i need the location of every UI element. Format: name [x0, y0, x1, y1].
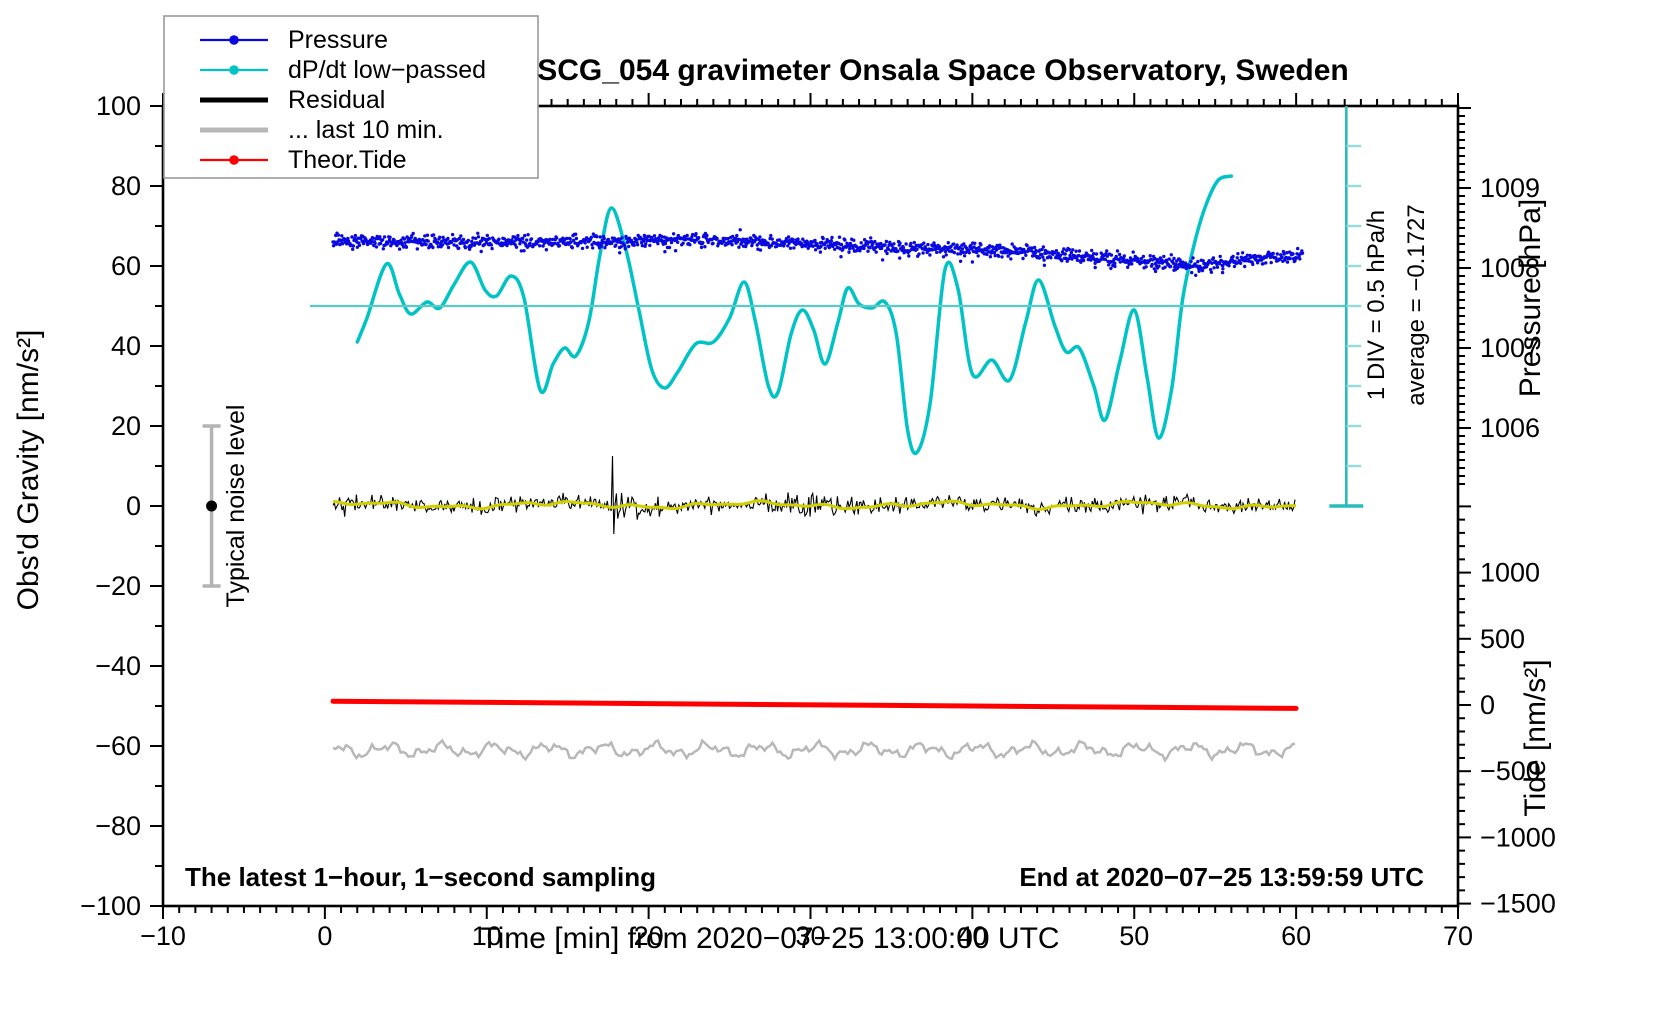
pressure-tick-label: 1007 — [1480, 333, 1540, 363]
x-tick-label: −10 — [140, 921, 186, 951]
x-tick-label: 0 — [317, 921, 332, 951]
noise-level-label: Typical noise level — [222, 405, 250, 608]
pressure-tick-label: 1008 — [1480, 253, 1540, 283]
legend-frame — [163, 15, 539, 179]
pressure-tick-label: 1009 — [1480, 173, 1540, 203]
tide-tick-label: 0 — [1480, 690, 1495, 720]
gravity-tick-label: −100 — [80, 891, 141, 921]
legend-item: Residual — [200, 86, 385, 114]
tide-tick-label: −1500 — [1480, 889, 1556, 919]
series-pressure — [331, 228, 1305, 277]
tide-tick-label: 500 — [1480, 624, 1525, 654]
gravity-axis-label: Obs'd Gravity [nm/s²] — [12, 330, 45, 611]
legend-dot-marker — [229, 155, 239, 165]
gravity-tick-label: −40 — [95, 651, 141, 681]
tide-tick-label: −1000 — [1480, 822, 1556, 852]
series-residual-lowpass — [332, 499, 1297, 511]
pressure-axis-label: Pressure [hPa] — [1514, 199, 1547, 397]
x-tick-label: 50 — [1119, 921, 1149, 951]
plot-frame: −10 0 10 20 30 40 50 60 70−100−80−60−40−20020406… — [80, 91, 1556, 951]
gravity-tick-label: −20 — [95, 571, 141, 601]
x-tick-label: 20 — [634, 921, 664, 951]
x-tick-label: 60 — [1281, 921, 1311, 951]
end-time-note: End at 2020−07−25 13:59:59 UTC — [1019, 862, 1424, 892]
chart-title: SCG_054 gravimeter Onsala Space Observat… — [537, 54, 1349, 87]
legend-item: ... last 10 min. — [200, 116, 444, 144]
series-residual — [332, 455, 1296, 535]
plot-curves — [330, 174, 1305, 763]
gravity-tick-label: −60 — [95, 731, 141, 761]
series-dpdt-lowpassed — [355, 174, 1234, 456]
gravity-tick-label: 20 — [111, 411, 141, 441]
gravity-tick-label: 80 — [111, 171, 141, 201]
legend-item: Pressure — [200, 26, 388, 54]
legend-item-label: Theor.Tide — [288, 146, 407, 174]
gravity-tick-label: −80 — [95, 811, 141, 841]
legend-dot-marker — [229, 65, 239, 75]
sampling-note: The latest 1−hour, 1−second sampling — [185, 862, 656, 892]
series-last-10-min — [332, 738, 1296, 763]
average-note: average = −0.1727 — [1403, 204, 1430, 406]
tide-axis-label: Tide [nm/s²] — [1519, 659, 1552, 816]
tide-tick-label: 1000 — [1480, 558, 1540, 588]
legend-item-label: dP/dt low−passed — [288, 56, 486, 84]
pressure-tick-label: 1006 — [1480, 413, 1540, 443]
noise-level-dot — [206, 500, 218, 512]
legend-item-label: Residual — [288, 86, 385, 114]
x-tick-label: 10 — [472, 921, 502, 951]
x-tick-label: 40 — [957, 921, 987, 951]
series-theor-tide — [330, 698, 1299, 711]
legend-item: Theor.Tide — [200, 146, 407, 174]
legend-dot-marker — [229, 35, 239, 45]
legend-item-label: ... last 10 min. — [288, 116, 444, 144]
div-scale-note: 1 DIV = 0.5 hPa/h — [1363, 210, 1390, 400]
gravity-tick-label: 40 — [111, 331, 141, 361]
x-tick-label: 30 — [795, 921, 825, 951]
x-axis-label: Time [min] from 2020−07−25 13:00:00 UTC — [480, 922, 1059, 955]
gravity-tick-label: 60 — [111, 251, 141, 281]
legend-item-label: Pressure — [288, 26, 388, 54]
plot-annotations — [202, 106, 1364, 588]
legend-item: dP/dt low−passed — [200, 56, 486, 84]
tide-tick-label: −500 — [1480, 756, 1541, 786]
gravity-tick-label: 100 — [96, 91, 141, 121]
gravity-tick-label: 0 — [126, 491, 141, 521]
x-tick-label: 70 — [1443, 921, 1473, 951]
